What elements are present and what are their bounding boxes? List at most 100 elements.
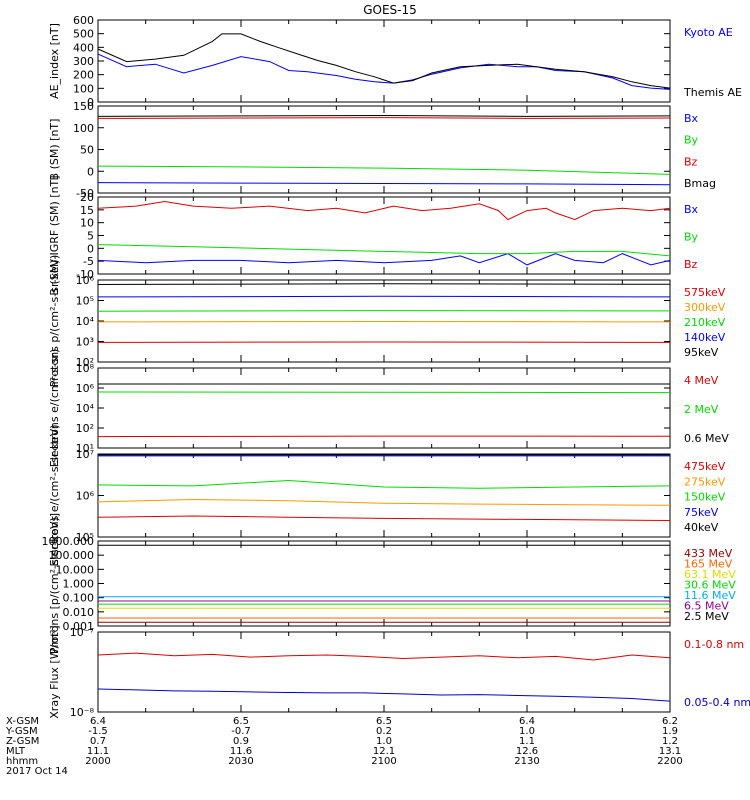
ephemeris-value: -1.5: [88, 726, 108, 737]
ephemeris-value: 2130: [514, 756, 539, 767]
legend-entry: 11.6 MeV: [684, 589, 736, 602]
y-tick-label: 10⁶: [76, 274, 95, 287]
ephemeris-value: 11.6: [230, 746, 252, 757]
legend-entry: By: [684, 231, 699, 244]
y-axis-label: Protons p/(cm²-s-sr-keV): [48, 255, 61, 388]
legend-entry: 140keV: [684, 331, 726, 344]
y-tick-label: 500: [73, 28, 94, 41]
series-line-bx: [97, 253, 671, 266]
series-line-210kev: [97, 310, 671, 312]
series-line-themis-ae: [97, 33, 671, 89]
ephemeris-value: 12.6: [516, 746, 538, 757]
panel-frame: [97, 540, 671, 627]
y-tick-label: 0.001: [63, 620, 95, 633]
ephemeris-value: 6.4: [90, 716, 106, 727]
y-tick-label: 10⁸: [76, 362, 95, 375]
y-tick-label: 100.000: [49, 549, 95, 562]
panel-frame: [97, 279, 671, 363]
ephemeris-value: 0.2: [376, 726, 392, 737]
ephemeris-value: 12.1: [373, 746, 395, 757]
series-line-275kev: [97, 498, 671, 506]
y-tick-label: 0: [87, 165, 94, 178]
ephemeris-value: 6.4: [519, 716, 535, 727]
y-axis-label: AE_index [nT]: [48, 23, 61, 99]
series-line-475kev: [97, 515, 671, 521]
legend-entry: By: [684, 134, 699, 147]
ephemeris-row-label: MLT: [6, 746, 26, 757]
legend-entry: 2 MeV: [684, 403, 719, 416]
ephemeris-value: 11.1: [87, 746, 109, 757]
ephemeris-row-label: Z-GSM: [6, 736, 39, 747]
y-tick-label: 200: [73, 69, 94, 82]
ephemeris-value: 2000: [85, 756, 110, 767]
legend-entry: Bx: [684, 203, 699, 216]
series-line-bz: [97, 200, 671, 221]
series-line-140kev: [97, 295, 671, 298]
y-tick-label: 10³: [76, 336, 94, 349]
y-tick-label: 10⁶: [76, 490, 95, 503]
y-tick-label: -10: [76, 268, 94, 281]
legend-entry: Bz: [684, 258, 698, 271]
ephemeris-value: 1.9: [662, 726, 678, 737]
legend-entry: 210keV: [684, 316, 726, 329]
y-tick-label: 10⁶: [76, 382, 95, 395]
y-tick-label: 100: [73, 122, 94, 135]
y-tick-label: 600: [73, 14, 94, 27]
y-tick-label: 5: [87, 230, 94, 243]
y-tick-label: 0.010: [63, 606, 95, 619]
y-tick-label: -5: [83, 255, 94, 268]
panel-5: 10¹ 10² 10⁴ 10⁶ 10⁸ Electrons e/(cm²-s-sr) 4 M…: [48, 349, 729, 468]
ephemeris-value: 0.9: [233, 736, 249, 747]
series-line-by: [97, 165, 671, 175]
series-line-bz: [97, 117, 671, 119]
panel-frame: [97, 105, 671, 194]
y-tick-label: 10⁴: [76, 315, 95, 328]
legend-entry: 2.5 MeV: [684, 610, 729, 623]
legend-entry: 0.1-0.8 nm: [684, 638, 744, 651]
legend-entry: 30.6 MeV: [684, 579, 736, 592]
y-tick-label: 10¹: [76, 442, 94, 455]
legend-entry: 150keV: [684, 491, 726, 504]
ephemeris-value: 6.5: [376, 716, 392, 727]
ephemeris-value: 1.0: [376, 736, 392, 747]
legend-entry: 40keV: [684, 521, 719, 534]
y-tick-label: 1.000: [63, 578, 95, 591]
ephemeris-value: 1.1: [519, 736, 535, 747]
legend-entry: 63.1 MeV: [684, 568, 736, 581]
figure-title: GOES-15: [363, 3, 417, 17]
series-line-0-1-0-8-nm: [97, 652, 671, 661]
y-tick-label: 15: [80, 204, 94, 217]
y-tick-label: 10⁷: [76, 448, 94, 461]
series-line-4-mev: [97, 435, 671, 438]
y-tick-label: 10⁴: [76, 402, 95, 415]
legend-entry: 575keV: [684, 286, 726, 299]
legend-entry: Bmag: [684, 177, 716, 190]
ephemeris-value: 0.7: [90, 736, 106, 747]
ephemeris-value: 13.1: [659, 746, 681, 757]
y-tick-label: 100: [73, 82, 94, 95]
y-tick-label: 300: [73, 55, 94, 68]
legend-entry: Bx: [684, 112, 699, 125]
ephemeris-value: 2200: [657, 756, 682, 767]
y-tick-label: 0.100: [63, 592, 95, 605]
y-tick-label: 150: [73, 100, 94, 113]
legend-entry: 0.05-0.4 nm: [684, 696, 750, 709]
series-line-bmag: [97, 114, 671, 117]
y-tick-label: 10²: [76, 422, 94, 435]
legend-entry: 433 MeV: [684, 547, 733, 560]
y-axis-label: Electrons e/(cm²-s-sr-keV): [48, 424, 61, 566]
y-tick-label: 10²: [76, 356, 94, 369]
y-tick-label: 50: [80, 144, 94, 157]
y-tick-label: 10⁵: [76, 295, 94, 308]
y-axis-label: Protons [p/(cm²-s-sr-keV)]: [48, 513, 61, 654]
legend-entry: 6.5 MeV: [684, 600, 729, 613]
y-tick-label: -50: [76, 187, 94, 200]
y-tick-label: 400: [73, 41, 94, 54]
legend-entry: 300keV: [684, 301, 726, 314]
ephemeris-value: 2030: [228, 756, 253, 767]
